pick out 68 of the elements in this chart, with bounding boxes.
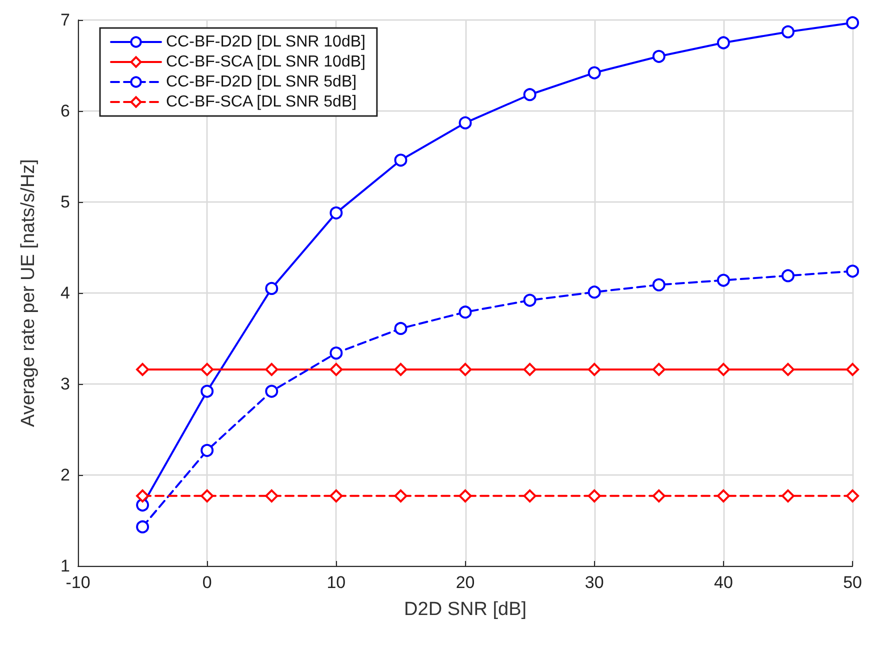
point (523, 489, 536, 502)
y-tick-label: 4 (60, 284, 70, 302)
point (523, 88, 536, 102)
point (652, 362, 666, 376)
x-tick-label: 20 (456, 573, 475, 592)
point (136, 520, 150, 534)
point (652, 278, 666, 292)
y-tick-label: 7 (60, 10, 70, 30)
point (588, 362, 601, 376)
point (846, 264, 860, 278)
point (846, 362, 860, 376)
y-tick-label: 5 (60, 192, 70, 212)
x-axis-title: D2D SNR [dB] (404, 599, 527, 620)
point (200, 362, 214, 376)
point (265, 384, 278, 398)
point (782, 489, 794, 502)
x-tick-label: 0 (202, 573, 212, 592)
point (782, 269, 794, 282)
y-axis-title: Average rate per UE [nats/s/Hz] (18, 159, 39, 427)
x-tick-label: -10 (66, 573, 90, 592)
point (265, 489, 278, 502)
point (330, 362, 343, 376)
point (330, 206, 343, 220)
point (200, 444, 214, 457)
legend-label: CC-BF-D2D [DL SNR 10dB] (166, 34, 366, 50)
point (265, 282, 278, 295)
x-tick-label: 30 (584, 573, 604, 592)
point (394, 322, 408, 335)
point (523, 362, 536, 376)
point (458, 362, 472, 376)
point (136, 498, 150, 512)
point (394, 362, 408, 376)
y-tick-label: 6 (60, 102, 70, 120)
legend-label: CC-BF-SCA [DL SNR 5dB] (166, 94, 357, 110)
y-tick-label: 3 (60, 374, 70, 394)
y-tick-label: 1 (60, 556, 70, 576)
point (200, 489, 214, 502)
y-tick-label: 2 (60, 466, 70, 484)
point (458, 116, 472, 130)
point (136, 362, 150, 376)
point (588, 489, 601, 502)
point (458, 489, 472, 502)
point (652, 50, 666, 63)
point (716, 362, 730, 376)
point (716, 36, 730, 50)
point (523, 294, 536, 307)
x-tick-label: 50 (843, 573, 862, 592)
x-tick-label: 10 (326, 573, 346, 592)
point (846, 489, 860, 502)
point (652, 489, 666, 502)
point (782, 25, 794, 38)
point (716, 274, 730, 287)
point (200, 384, 214, 398)
point (588, 286, 601, 299)
point (330, 489, 343, 502)
x-tick-label: 40 (714, 573, 733, 592)
point (394, 154, 408, 167)
point (716, 489, 730, 502)
point (394, 489, 408, 502)
point (782, 362, 794, 376)
point (265, 362, 278, 376)
point (588, 66, 601, 80)
point (330, 346, 343, 360)
point (136, 489, 150, 502)
point (846, 16, 860, 30)
legend-label: CC-BF-D2D [DL SNR 5dB] (166, 74, 357, 90)
legend-label: CC-BF-SCA [DL SNR 10dB] (166, 54, 366, 70)
point (458, 306, 472, 319)
